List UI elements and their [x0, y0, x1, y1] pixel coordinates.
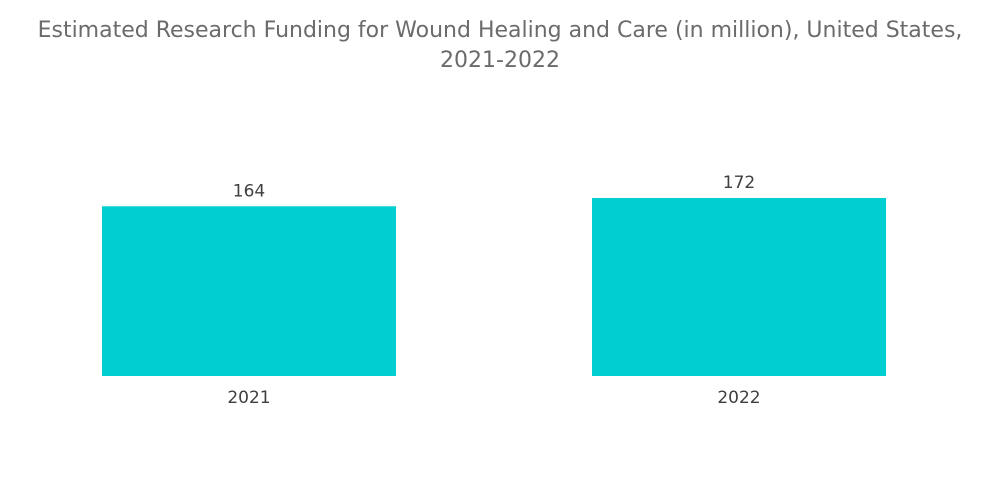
bar-2022 — [592, 198, 886, 376]
tick-label-2022: 2022 — [717, 388, 760, 408]
bars-layer — [102, 198, 886, 376]
value-label-2022: 172 — [723, 173, 755, 193]
value-label-2021: 164 — [233, 181, 265, 201]
labels-layer: 164 2021 172 2022 — [227, 173, 760, 408]
chart-title-line-1: Estimated Research Funding for Wound Hea… — [37, 18, 963, 43]
tick-label-2021: 2021 — [227, 388, 270, 408]
chart-title: Estimated Research Funding for Wound Hea… — [0, 16, 1000, 76]
bar-2021 — [102, 206, 396, 376]
chart-title-line-2: 2021-2022 — [440, 48, 560, 73]
